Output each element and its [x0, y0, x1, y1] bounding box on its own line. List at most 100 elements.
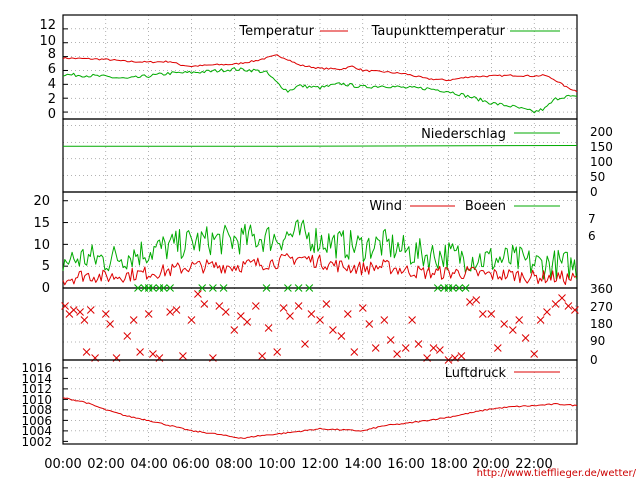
- wind-direction-point: [322, 300, 331, 308]
- wind-direction-point: [179, 352, 187, 360]
- wind-direction-point: [530, 350, 539, 358]
- series-taupunkttemperatur-line: [62, 67, 578, 114]
- legend-label-taupunkttemperatur: Taupunkttemperatur: [371, 24, 506, 39]
- x-tick-label: 22:00: [515, 457, 552, 472]
- y-tick-label: 12: [39, 18, 56, 33]
- y-tick-label-right: 150: [590, 140, 613, 154]
- source-url[interactable]: http://www.tiefflieger.de/wetter/: [477, 468, 637, 479]
- wind-direction-point: [194, 290, 202, 298]
- legend-label-temperatur: Temperatur: [238, 24, 314, 39]
- y-tick-label-right: 7: [588, 212, 596, 226]
- wind-direction-point-calm: [134, 284, 142, 292]
- wind-direction-point-calm: [455, 284, 464, 292]
- wind-direction-point: [365, 320, 374, 328]
- wind-direction-panel: 360 270 180 90 0: [61, 282, 613, 367]
- wind-direction-point: [521, 334, 530, 342]
- precipitation-panel: 200 150 100 50 0 Niederschlag: [62, 118, 613, 199]
- y-tick-label-right: 100: [590, 155, 613, 169]
- y-tick-label-right: 360: [590, 282, 613, 296]
- wind-panel: 20 15 10 5 0 7 6 Wind Boeen: [33, 191, 596, 296]
- wind-direction-point: [543, 308, 551, 316]
- wind-direction-point: [215, 302, 224, 310]
- legend-label-niederschlag: Niederschlag: [421, 127, 506, 142]
- wind-direction-point-calm: [433, 284, 442, 292]
- wind-direction-point: [279, 304, 288, 312]
- wind-direction-point: [350, 348, 359, 356]
- wind-direction-point: [558, 294, 566, 302]
- wind-direction-point: [243, 318, 252, 326]
- wind-direction-point: [294, 302, 303, 310]
- x-tick-label: 12:00: [301, 457, 338, 472]
- wind-direction-point: [258, 352, 267, 360]
- wind-direction-point: [129, 316, 138, 324]
- wind-direction-point: [536, 316, 545, 324]
- y-tick-label: 20: [33, 194, 50, 209]
- wind-direction-point-calm: [305, 284, 314, 292]
- wind-direction-point-calm: [219, 284, 228, 292]
- wind-direction-point: [371, 344, 380, 352]
- x-tick-label: 04:00: [130, 457, 167, 472]
- wind-direction-point-calm: [198, 284, 207, 292]
- wind-direction-point: [230, 326, 239, 334]
- legend-label-boeen: Boeen: [465, 199, 506, 214]
- wind-direction-point: [144, 310, 153, 318]
- y-tick-label: 10: [33, 238, 50, 253]
- x-tick-label: 08:00: [215, 457, 252, 472]
- wind-direction-point: [136, 348, 144, 356]
- y-tick-label: 1010: [21, 393, 52, 407]
- wind-direction-point-calm: [149, 284, 157, 292]
- wind-direction-point: [236, 312, 245, 320]
- wind-direction-point: [172, 306, 181, 314]
- wind-direction-point: [251, 302, 260, 310]
- wind-direction-point-calm: [448, 284, 457, 292]
- wind-direction-point: [200, 300, 209, 308]
- y-tick-label: 6: [48, 62, 56, 77]
- series-niederschlag-line: [63, 145, 578, 147]
- y-tick-label: 1014: [21, 372, 52, 386]
- wind-direction-point: [123, 332, 132, 340]
- wind-direction-point: [401, 344, 410, 352]
- wind-direction-point: [414, 340, 423, 348]
- wind-direction-point-calm: [461, 284, 470, 292]
- y-tick-label: 0: [48, 107, 56, 122]
- wind-direction-point: [286, 312, 294, 320]
- pressure-frame: [62, 359, 578, 445]
- y-tick-label: 15: [33, 216, 50, 231]
- x-tick-label: 10:00: [258, 457, 295, 472]
- y-tick-label: 8: [48, 47, 56, 62]
- wind-direction-point: [106, 320, 114, 328]
- wind-direction-point: [551, 300, 560, 308]
- y-tick-label: 4: [48, 77, 56, 92]
- series-wind-line: [62, 253, 577, 286]
- x-tick-label: 20:00: [472, 457, 509, 472]
- wind-direction-point: [316, 316, 324, 324]
- wind-direction-point: [76, 308, 84, 316]
- wind-direction-point: [436, 346, 444, 354]
- wind-direction-point: [500, 320, 509, 328]
- y-tick-label: 1006: [21, 414, 52, 428]
- x-tick-label: 02:00: [87, 457, 124, 472]
- legend-label-luftdruck: Luftdruck: [445, 366, 507, 381]
- wind-direction-point: [69, 306, 78, 314]
- wind-direction-point: [329, 326, 337, 334]
- wind-direction-point: [429, 344, 438, 352]
- wind-direction-point: [380, 316, 389, 324]
- series-boeen-line: [62, 219, 577, 280]
- y-tick-label: 10: [39, 34, 56, 49]
- wind-direction-point: [393, 350, 401, 358]
- y-tick-label: 0: [42, 281, 50, 296]
- legend-label-wind: Wind: [369, 199, 402, 214]
- y-tick-label: 1012: [21, 382, 52, 396]
- wind-direction-point: [264, 324, 273, 332]
- pressure-panel: 1016 1014 1012 1010 1008 1006 1004 1002 …: [21, 359, 578, 449]
- wind-direction-point: [408, 316, 416, 324]
- wind-direction-point: [343, 310, 352, 318]
- x-tick-label: 14:00: [344, 457, 381, 472]
- wind-direction-point: [358, 304, 367, 312]
- wind-direction-point-calm: [262, 284, 271, 292]
- y-tick-label: 2: [48, 92, 56, 107]
- y-tick-label-right: 200: [590, 125, 613, 139]
- y-tick-label: 1002: [21, 435, 52, 449]
- wind-direction-point: [80, 316, 89, 324]
